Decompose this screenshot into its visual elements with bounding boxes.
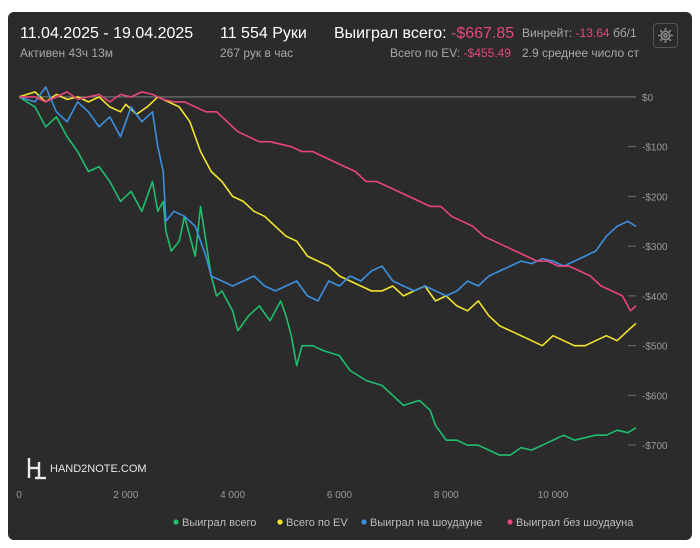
y-tick-label: -$700 — [642, 441, 668, 452]
winrate-unit: бб/1 — [612, 26, 637, 40]
settings-button[interactable] — [653, 23, 678, 48]
legend: Выиграл всего Всего по EV Выиграл на шоуда… — [173, 517, 634, 529]
series-line-2 — [18, 91, 637, 347]
y-tick-label: -$300 — [642, 242, 668, 253]
date-range: 11.04.2025 - 19.04.2025 — [20, 25, 194, 42]
legend-marker — [361, 519, 367, 525]
y-axis: $0 -$100 -$200 -$300 -$400 -$500 -$600 -$700 — [19, 93, 668, 452]
legend-label: Всего по EV — [286, 517, 348, 529]
legend-item-4: Выиграл без шоудауна — [507, 517, 634, 529]
y-tick-label: -$400 — [642, 292, 668, 303]
x-axis: 0 2 000 4 000 6 000 8 000 10 000 — [16, 490, 569, 501]
legend-marker — [173, 519, 179, 525]
ev-total: Всего по EV: -$455.49 — [390, 46, 511, 60]
profit-chart: $0 -$100 -$200 -$300 -$400 -$500 -$600 -$700 0 2… — [16, 86, 668, 529]
won-total: Выиграл всего: -$667.85 — [334, 25, 514, 43]
x-tick-label: 10 000 — [538, 490, 569, 501]
legend-label: Выиграл без шоудауна — [516, 517, 634, 529]
ev-total-value: -$455.49 — [463, 46, 511, 60]
y-tick-label: -$100 — [642, 143, 668, 154]
winrate-label: Винрейт: — [522, 26, 573, 40]
y-tick-label: -$200 — [642, 192, 668, 203]
ev-total-label: Всего по EV: — [390, 46, 461, 60]
legend-label: Выиграл всего — [182, 517, 256, 529]
winrate-block: Винрейт: -13.64 бб/1 2.9 среднее число с… — [522, 24, 648, 60]
y-tick-label: $0 — [642, 93, 654, 104]
active-time: Активен 43ч 13м — [20, 46, 113, 60]
hands-count: 11 554 Руки — [220, 25, 307, 42]
series-line-1 — [18, 96, 637, 456]
series-line-3 — [18, 86, 637, 302]
x-tick-label: 8 000 — [434, 490, 459, 501]
graph-panel: 11.04.2025 - 19.04.2025 Активен 43ч 13м … — [8, 12, 692, 540]
legend-marker — [507, 519, 513, 525]
legend-item-3: Выиграл на шоудауне — [361, 517, 482, 529]
winrate-value: -13.64 — [575, 26, 610, 40]
legend-item-1: Выиграл всего — [173, 517, 256, 529]
series-lines — [18, 86, 637, 456]
watermark-text: HAND2NOTE.COM — [50, 463, 147, 475]
watermark: HAND2NOTE.COM — [27, 458, 147, 480]
legend-item-2: Всего по EV — [277, 517, 348, 529]
winrate: Винрейт: -13.64 бб/1 — [522, 26, 637, 40]
x-tick-label: 0 — [16, 490, 22, 501]
won-total-label: Выиграл всего: — [334, 25, 447, 42]
x-tick-label: 2 000 — [113, 490, 138, 501]
hands-per-hour: 267 рук в час — [220, 46, 294, 60]
hand2note-logo-icon — [27, 458, 46, 480]
series-line-4 — [19, 91, 637, 312]
avg-players: 2.9 среднее число ст — [522, 46, 640, 60]
x-tick-label: 4 000 — [220, 490, 245, 501]
gear-icon — [658, 28, 673, 43]
y-tick-label: -$600 — [642, 391, 668, 402]
legend-label: Выиграл на шоудауне — [370, 517, 482, 529]
legend-marker — [277, 519, 283, 525]
y-tick-label: -$500 — [642, 342, 668, 353]
won-total-value: -$667.85 — [451, 25, 515, 42]
x-tick-label: 6 000 — [327, 490, 352, 501]
